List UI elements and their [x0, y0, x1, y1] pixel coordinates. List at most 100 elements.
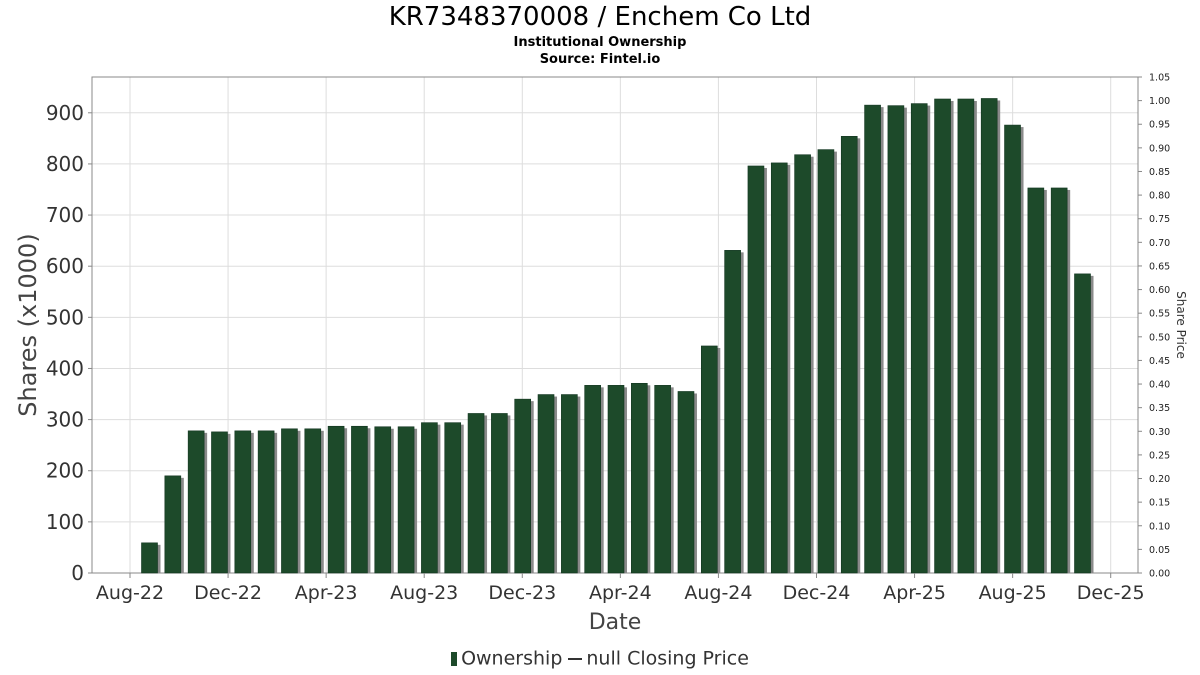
x-axis: Aug-22 Dec-22 Apr-23 Aug-23 Dec-23 Apr-24 Aug-… — [96, 573, 1145, 604]
y2-axis-label: Share Price — [1174, 291, 1188, 359]
y2-tick-label: 0.35 — [1149, 403, 1170, 414]
bar — [934, 98, 951, 574]
y2-tick-label: 0.50 — [1149, 332, 1170, 343]
y-tick-label: 400 — [46, 356, 84, 380]
x-tick-label: Apr-25 — [883, 582, 946, 604]
chart-subtitle: Institutional Ownership — [513, 35, 687, 50]
x-tick-label: Apr-24 — [589, 582, 652, 604]
x-tick-label: Apr-23 — [295, 582, 358, 604]
y-tick-label: 100 — [46, 510, 84, 534]
bar — [700, 345, 718, 574]
bar — [724, 250, 741, 574]
bar — [141, 542, 158, 574]
bar — [864, 104, 881, 574]
bar — [1074, 273, 1091, 574]
legend-price-line — [568, 657, 583, 660]
bar — [654, 385, 671, 574]
y2-tick-label: 1.05 — [1149, 73, 1170, 84]
y2-tick-label: 1.00 — [1149, 96, 1170, 107]
x-tick-label: Dec-23 — [488, 582, 556, 604]
y2-tick-label: 0.45 — [1149, 356, 1170, 367]
x-tick-label: Dec-25 — [1077, 582, 1145, 604]
bar — [397, 426, 415, 574]
y2-tick-label: 0.05 — [1149, 545, 1170, 556]
y2-tick-label: 0.80 — [1149, 191, 1170, 202]
y2-tick-label: 0.55 — [1149, 309, 1170, 320]
bar — [234, 430, 252, 574]
bar — [514, 398, 532, 574]
bar — [584, 385, 601, 574]
bar — [374, 426, 392, 574]
bar — [257, 430, 275, 574]
chart-title: KR7348370008 / Enchem Co Ltd — [388, 2, 812, 32]
y-tick-label: 700 — [46, 203, 84, 227]
bar-series-ownership — [141, 98, 1094, 574]
y-tick-label: 200 — [46, 459, 84, 483]
legend-ownership-swatch — [451, 651, 458, 666]
bar — [467, 413, 485, 574]
legend-price-label: null Closing Price — [586, 647, 749, 670]
bar — [631, 382, 648, 574]
y2-tick-label: 0.95 — [1149, 120, 1170, 131]
bar — [747, 165, 765, 574]
bar — [817, 149, 835, 574]
y2-tick-label: 0.75 — [1149, 214, 1170, 225]
x-tick-label: Aug-25 — [979, 582, 1047, 604]
chart-source: Source: Fintel.io — [539, 52, 661, 67]
y2-tick-label: 0.15 — [1149, 498, 1170, 509]
y2-tick-label: 0.85 — [1149, 167, 1170, 178]
y-tick-label: 600 — [46, 254, 84, 278]
bar — [444, 422, 462, 574]
y-tick-label: 500 — [46, 305, 84, 329]
y2-tick-label: 0.65 — [1149, 261, 1170, 272]
bar — [957, 98, 975, 574]
y2-tick-label: 0.20 — [1149, 474, 1170, 485]
bar — [910, 103, 928, 574]
y2-tick-label: 0.60 — [1149, 285, 1170, 296]
x-tick-label: Aug-23 — [390, 582, 458, 604]
bar — [980, 98, 998, 574]
bar — [887, 105, 905, 574]
bar — [561, 394, 578, 574]
x-tick-label: Dec-22 — [194, 582, 262, 604]
y-tick-label: 900 — [46, 101, 84, 125]
bar — [164, 475, 182, 574]
y-tick-label: 300 — [46, 408, 84, 432]
x-tick-label: Aug-22 — [96, 582, 164, 604]
right-y-axis: 0.00 0.05 0.10 0.15 0.20 0.25 0.30 0.35 0.40 0.45… — [1138, 73, 1170, 580]
bar — [327, 425, 345, 574]
legend-ownership-label: Ownership — [461, 647, 563, 670]
y2-tick-label: 0.25 — [1149, 450, 1170, 461]
legend: Ownership null Closing Price — [0, 647, 1200, 670]
y2-tick-label: 0.30 — [1149, 427, 1170, 438]
bar — [794, 154, 811, 574]
bar — [537, 394, 555, 574]
bar — [211, 431, 228, 574]
y2-tick-label: 0.00 — [1149, 569, 1170, 580]
bar — [607, 385, 625, 574]
y2-tick-label: 0.10 — [1149, 521, 1170, 532]
y2-tick-label: 0.90 — [1149, 143, 1170, 154]
bar — [351, 425, 368, 574]
bar — [677, 391, 695, 574]
y2-tick-label: 0.40 — [1149, 380, 1170, 391]
bar — [281, 428, 298, 574]
bar — [421, 422, 438, 574]
y2-tick-label: 0.70 — [1149, 238, 1170, 249]
bar — [1027, 187, 1045, 574]
bar — [304, 428, 322, 574]
bar — [840, 136, 858, 574]
x-axis-label: Date — [589, 610, 642, 635]
bar — [1004, 124, 1021, 574]
bar — [1050, 187, 1068, 574]
y-axis-label: Shares (x1000) — [14, 233, 42, 416]
y-tick-label: 0 — [71, 561, 84, 585]
x-tick-label: Aug-24 — [684, 582, 752, 604]
left-y-axis: 0 100 200 300 400 500 600 700 800 900 — [46, 101, 92, 585]
bar — [187, 430, 205, 574]
bar — [491, 413, 508, 574]
x-tick-label: Dec-24 — [783, 582, 851, 604]
bar — [770, 162, 788, 574]
y-tick-label: 800 — [46, 152, 84, 176]
